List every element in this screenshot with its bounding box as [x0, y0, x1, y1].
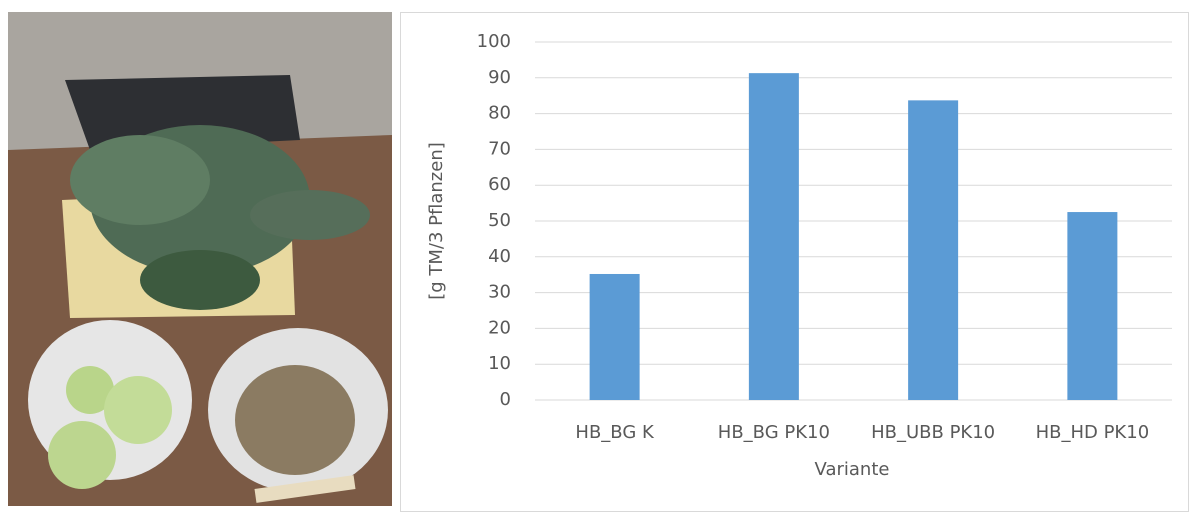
- x-axis-label: Variante: [815, 459, 890, 480]
- y-tick-label: 20: [488, 317, 511, 338]
- y-tick-label: 0: [500, 389, 511, 410]
- y-tick-label: 30: [488, 282, 511, 303]
- y-tick-label: 100: [477, 31, 511, 52]
- bar: [748, 73, 799, 401]
- y-tick-label: 50: [488, 210, 511, 231]
- y-tick-label: 70: [488, 138, 511, 159]
- x-tick-label: HB_HD PK10: [1036, 422, 1150, 443]
- x-tick-label: HB_BG PK10: [718, 422, 830, 443]
- y-tick-label: 40: [488, 246, 511, 267]
- bar: [1067, 212, 1118, 400]
- y-tick-label: 80: [488, 103, 511, 124]
- bar: [589, 273, 640, 400]
- photo: [8, 12, 392, 506]
- bar: [908, 100, 959, 400]
- y-tick-label: 90: [488, 67, 511, 88]
- x-tick-label: HB_UBB PK10: [871, 422, 995, 443]
- y-axis-label: [g TM/3 Pflanzen]: [426, 142, 447, 300]
- y-tick-label: 10: [488, 353, 511, 374]
- y-tick-label: 60: [488, 174, 511, 195]
- x-tick-label: HB_BG K: [575, 422, 655, 443]
